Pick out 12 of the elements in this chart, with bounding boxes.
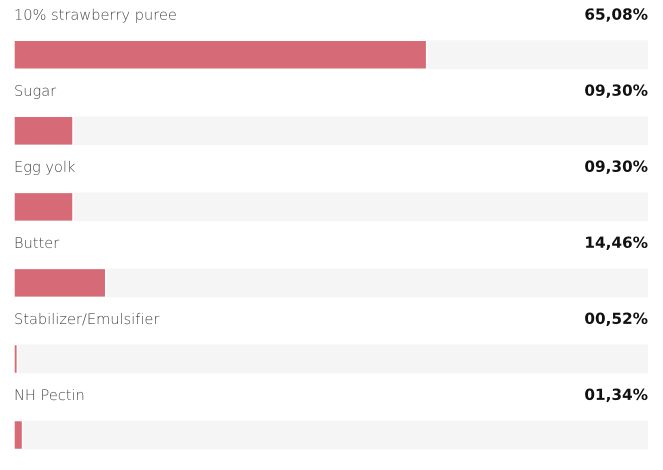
y-tick-label: Sugar <box>15 85 56 99</box>
data-label: 09,30% <box>585 160 648 174</box>
y-tick-label: NH Pectin <box>16 388 84 400</box>
y-tick-label: 10% strawberry puree <box>16 8 176 23</box>
data-label: 65,08% <box>585 8 648 22</box>
y-tick-label: Stabilizer/Emulsifier <box>15 312 160 326</box>
y-tick-label: Egg yolk <box>16 160 75 175</box>
data-label: 14,46% <box>586 236 648 250</box>
data-label: 01,34% <box>585 388 648 402</box>
data-label: 09,30% <box>585 84 648 98</box>
data-label: 00,52% <box>585 312 648 326</box>
y-tick-label: Butter <box>16 237 60 248</box>
